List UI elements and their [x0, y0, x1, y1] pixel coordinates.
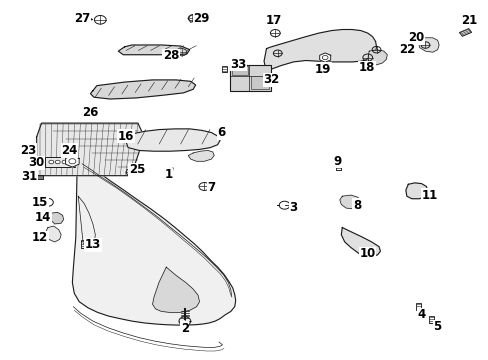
Text: 8: 8 [352, 199, 360, 212]
Bar [458, 28, 471, 36]
Polygon shape [90, 80, 195, 99]
Bar [222, 66, 227, 72]
Polygon shape [72, 159, 235, 325]
Bar [81, 240, 85, 248]
Text: 22: 22 [398, 43, 414, 56]
Text: 17: 17 [265, 14, 282, 27]
Circle shape [62, 160, 67, 164]
Text: 13: 13 [84, 238, 101, 251]
Text: 6: 6 [217, 126, 225, 139]
Polygon shape [50, 212, 63, 224]
Text: 23: 23 [20, 144, 37, 157]
Text: 25: 25 [128, 163, 145, 176]
Text: 9: 9 [333, 155, 341, 168]
Text: 32: 32 [263, 73, 279, 86]
Text: 14: 14 [35, 211, 51, 224]
Polygon shape [188, 150, 214, 161]
Text: 1: 1 [164, 168, 172, 181]
Text: 21: 21 [460, 14, 477, 27]
Text: 19: 19 [314, 63, 330, 76]
Text: 16: 16 [118, 130, 134, 143]
Bar [232, 66, 247, 75]
Text: 29: 29 [193, 12, 209, 25]
Bar [229, 65, 271, 91]
Text: 24: 24 [61, 144, 78, 157]
Circle shape [55, 160, 60, 164]
Polygon shape [404, 47, 414, 55]
Text: 10: 10 [359, 247, 375, 260]
Bar [415, 303, 420, 310]
Text: 20: 20 [407, 31, 424, 44]
Text: 26: 26 [82, 106, 99, 119]
Polygon shape [65, 156, 79, 167]
Text: 27: 27 [74, 12, 90, 25]
Text: 4: 4 [417, 309, 425, 321]
Bar [428, 316, 433, 323]
Text: 12: 12 [32, 231, 48, 244]
Circle shape [68, 160, 73, 164]
Polygon shape [188, 14, 195, 22]
Polygon shape [264, 30, 376, 72]
Text: 30: 30 [28, 156, 45, 169]
Polygon shape [417, 38, 438, 52]
Text: 7: 7 [207, 181, 215, 194]
Polygon shape [405, 183, 427, 199]
Text: 28: 28 [163, 49, 179, 62]
Polygon shape [339, 195, 360, 209]
Text: 31: 31 [21, 170, 38, 183]
Bar [335, 163, 340, 170]
Polygon shape [152, 267, 199, 312]
Polygon shape [118, 45, 189, 55]
Polygon shape [126, 129, 220, 151]
Text: 2: 2 [181, 322, 188, 335]
Polygon shape [367, 50, 386, 65]
Polygon shape [341, 228, 380, 257]
Bar [250, 76, 269, 89]
Text: 5: 5 [433, 320, 441, 333]
Polygon shape [37, 123, 144, 176]
Polygon shape [319, 53, 330, 62]
Text: 33: 33 [230, 58, 246, 71]
Polygon shape [45, 226, 61, 242]
Text: 15: 15 [32, 196, 48, 209]
Circle shape [49, 160, 54, 164]
Bar [45, 157, 75, 167]
Text: 18: 18 [358, 61, 374, 74]
Bar [34, 175, 42, 179]
Text: 11: 11 [420, 189, 437, 202]
Text: 3: 3 [289, 201, 297, 213]
